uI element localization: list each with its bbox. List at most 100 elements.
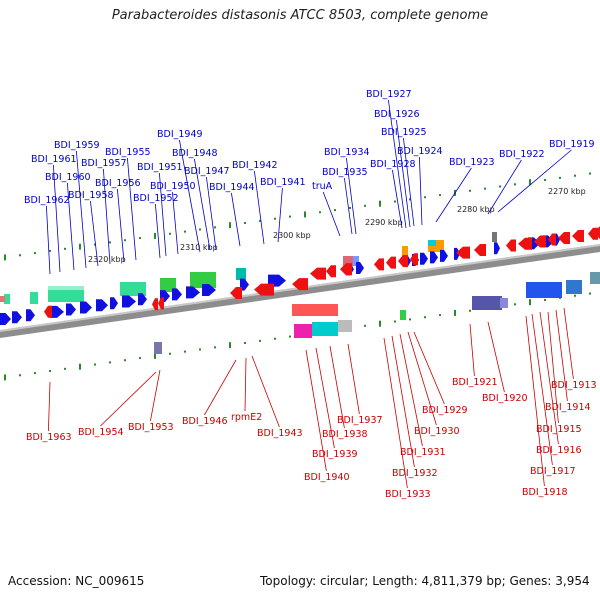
bottom-label-leader: [347, 343, 360, 415]
bottom-gene-label: BDI_1963: [26, 432, 72, 443]
top-label-leader: [127, 157, 137, 261]
upper-tick-mark: [199, 228, 201, 231]
forward-gene-arrow: [172, 288, 182, 301]
scale-label: 2270 kbp: [548, 187, 586, 196]
upper-tick-mark: [514, 183, 516, 186]
lower-tick-mark: [169, 352, 171, 355]
forward-gene-arrow: [12, 311, 22, 324]
forward-gene-arrow: [26, 309, 35, 322]
bottom-label-leader: [413, 331, 445, 405]
feature-block: [190, 272, 216, 288]
top-gene-label: BDI_1924: [397, 146, 443, 157]
reverse-gene-arrow: [518, 237, 532, 250]
top-label-leader: [392, 169, 403, 229]
upper-tick-mark: [364, 204, 366, 207]
lower-tick-mark: [574, 294, 576, 297]
upper-tick-mark: [379, 200, 381, 207]
lower-tick-mark: [244, 342, 246, 345]
top-label-leader: [67, 182, 75, 271]
reverse-gene-arrow: [340, 263, 352, 276]
feature-block: [30, 292, 38, 304]
lower-tick-mark: [454, 309, 456, 316]
bottom-gene-label: BDI_1946: [182, 416, 228, 427]
upper-tick-mark: [544, 179, 546, 182]
bottom-label-leader: [399, 333, 423, 447]
bottom-label-leader: [531, 313, 553, 466]
feature-block: [472, 296, 502, 310]
bottom-label-leader: [244, 357, 247, 412]
top-gene-label: BDI_1923: [449, 157, 495, 168]
lower-tick-mark: [394, 320, 396, 323]
forward-gene-arrow: [186, 286, 200, 299]
top-label-leader: [76, 150, 87, 269]
top-gene-label: BDI_1960: [45, 172, 91, 183]
bottom-label-leader: [329, 345, 345, 429]
bottom-gene-label: BDI_1915: [536, 424, 582, 435]
bottom-label-leader: [487, 321, 505, 393]
feature-block: [400, 310, 406, 320]
top-gene-label: BDI_1935: [322, 167, 368, 178]
top-label-leader: [346, 157, 357, 235]
top-label-leader: [172, 191, 179, 255]
bottom-gene-label: BDI_1954: [78, 427, 124, 438]
reverse-gene-arrow: [292, 278, 308, 291]
forward-gene-arrow: [420, 252, 428, 265]
upper-tick-mark: [109, 241, 111, 244]
bottom-gene-label: BDI_1916: [536, 445, 582, 456]
top-gene-label: BDI_1941: [260, 177, 306, 188]
top-label-leader: [388, 99, 407, 229]
forward-gene-arrow: [66, 303, 76, 316]
reverse-gene-arrow: [558, 232, 570, 245]
upper-tick-mark: [409, 198, 411, 201]
forward-gene-arrow: [202, 284, 216, 297]
feature-block: [500, 298, 508, 308]
upper-tick-mark: [64, 247, 66, 250]
feature-block: [294, 324, 312, 338]
reverse-gene-arrow: [230, 287, 242, 300]
lower-tick-mark: [229, 342, 231, 349]
top-gene-label: BDI_1955: [105, 147, 151, 158]
bottom-label-leader: [391, 335, 415, 468]
reverse-gene-arrow: [506, 239, 516, 252]
scale-label: 2300 kbp: [273, 231, 311, 240]
bottom-gene-label: BDI_1920: [482, 393, 528, 404]
bottom-gene-label: BDI_1939: [312, 449, 358, 460]
lower-tick-mark: [514, 303, 516, 306]
bottom-label-leader: [100, 371, 157, 427]
map-title: Parabacteroides distasonis ATCC 8503, co…: [111, 8, 489, 23]
lower-tick-mark: [199, 348, 201, 351]
upper-tick-mark: [469, 189, 471, 192]
upper-tick-mark: [574, 174, 576, 177]
feature-block: [492, 232, 497, 242]
top-label-leader: [90, 200, 99, 267]
top-gene-label: BDI_1951: [137, 162, 183, 173]
accession-label: Accession: NC_009615: [8, 574, 145, 588]
feature-block: [312, 322, 338, 336]
top-label-leader: [159, 172, 167, 257]
lower-tick-mark: [424, 316, 426, 319]
forward-gene-arrow: [240, 278, 249, 291]
scale-label: 2320 kbp: [88, 255, 126, 264]
bottom-gene-label: BDI_1943: [257, 428, 303, 439]
upper-tick-mark: [319, 211, 321, 214]
genome-summary: Topology: circular; Length: 4,811,379 bp…: [260, 574, 590, 588]
upper-tick-mark: [439, 194, 441, 197]
gene-arrows: [0, 226, 600, 325]
lower-tick-mark: [274, 337, 276, 340]
top-label-leader: [419, 156, 423, 226]
bottom-label-leader: [251, 355, 280, 428]
feature-block: [48, 286, 84, 290]
bottom-gene-label: BDI_1933: [385, 489, 431, 500]
reverse-gene-arrow: [398, 254, 408, 267]
top-label-leader: [117, 188, 125, 263]
top-gene-label: BDI_1925: [381, 127, 427, 138]
top-label-leader: [179, 139, 201, 253]
upper-tick-mark: [349, 206, 351, 209]
feature-block: [154, 342, 162, 354]
reverse-gene-arrow: [326, 265, 336, 278]
bottom-label-leader: [315, 347, 335, 449]
lower-tick-mark: [109, 361, 111, 364]
feature-block: [236, 268, 246, 280]
bottom-gene-label: BDI_1929: [422, 405, 468, 416]
